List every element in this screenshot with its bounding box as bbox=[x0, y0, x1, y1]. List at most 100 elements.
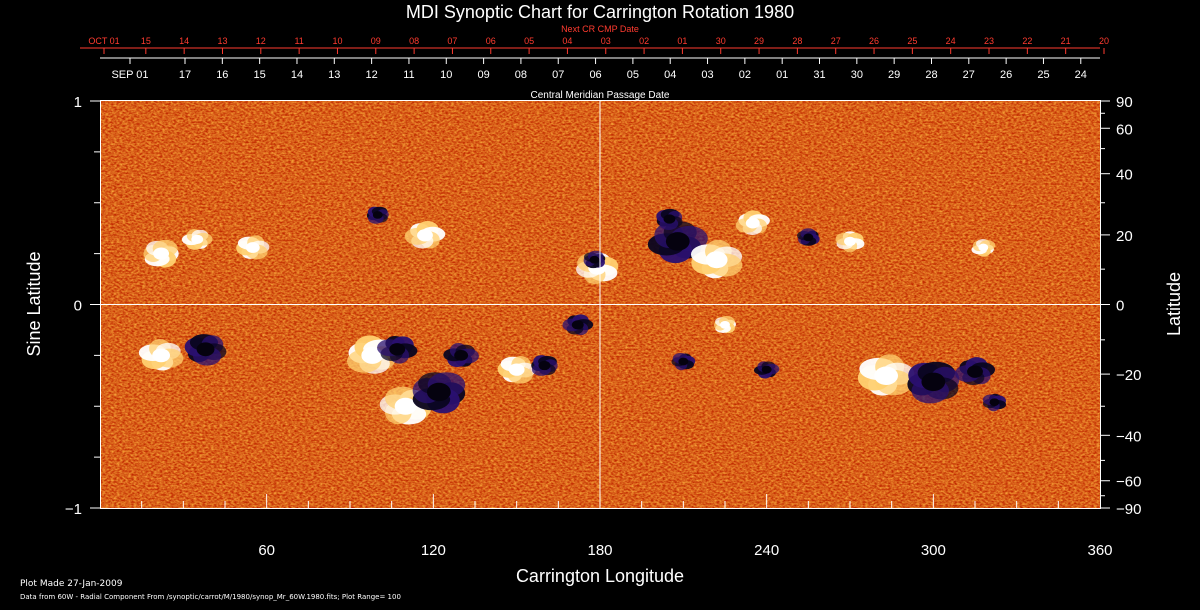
negative-region-3 bbox=[366, 206, 389, 224]
y-right-tick-label: −40 bbox=[1116, 428, 1141, 445]
plot-made-note: Plot Made 27-Jan-2009 bbox=[20, 579, 123, 589]
y-left-tick-label: −1 bbox=[65, 501, 82, 518]
positive-region-11 bbox=[835, 231, 865, 253]
negative-region-24 bbox=[671, 353, 696, 371]
y-left-tick-label: 1 bbox=[74, 94, 82, 111]
mid-axis-tick-label: 06 bbox=[589, 69, 601, 81]
top-axis-tick-label: 01 bbox=[677, 36, 687, 46]
mid-axis-tick-label: 10 bbox=[440, 69, 452, 81]
top-axis-tick-label: 07 bbox=[447, 36, 457, 46]
mid-axis-tick-label: 09 bbox=[477, 69, 489, 81]
positive-region-21 bbox=[497, 356, 536, 384]
positive-region-2 bbox=[236, 235, 270, 260]
mid-axis-tick-label: 03 bbox=[701, 69, 713, 81]
negative-region-22 bbox=[531, 355, 558, 376]
y-left-tick-label: 0 bbox=[74, 298, 82, 315]
mid-axis-tick-label: 12 bbox=[365, 69, 377, 81]
next-cr-cmp-date-axis: OCT 01 15 14 13 12 11 10 09 08 07 06 05 04 03 02 01 30 29… bbox=[80, 36, 1109, 54]
mid-axis-tick-label: 13 bbox=[328, 69, 340, 81]
mid-axis-tick-label: 29 bbox=[888, 69, 900, 81]
positive-region-13 bbox=[971, 239, 996, 257]
y-right-tick-label: −20 bbox=[1116, 367, 1141, 384]
top-axis-tick-label: 23 bbox=[984, 36, 994, 46]
x-tick-label: 240 bbox=[754, 542, 779, 559]
top-axis-tick-label: 09 bbox=[371, 36, 381, 46]
negative-region-17 bbox=[377, 335, 418, 364]
mid-axis-tick-label: 16 bbox=[216, 69, 228, 81]
top-axis-tick-label: 02 bbox=[639, 36, 649, 46]
positive-region-14 bbox=[138, 338, 184, 371]
mid-axis-tick-label: 01 bbox=[776, 69, 788, 81]
top-axis-tick-label: 11 bbox=[294, 36, 303, 46]
mid-axis-tick-label: 02 bbox=[739, 69, 751, 81]
positive-region-10 bbox=[735, 210, 770, 235]
mid-axis-tick-label: 28 bbox=[925, 69, 937, 81]
top-axis-tick-label: 30 bbox=[716, 36, 726, 46]
mid-axis-tick-label: 14 bbox=[291, 69, 303, 81]
y-right-tick-label: −90 bbox=[1116, 501, 1141, 518]
top-axis-tick-label: 26 bbox=[869, 36, 879, 46]
y-right-tick-label: 0 bbox=[1116, 298, 1124, 315]
chart-title: MDI Synoptic Chart for Carrington Rotati… bbox=[406, 2, 794, 22]
negative-region-19 bbox=[412, 372, 466, 414]
top-axis-tick-label: 22 bbox=[1022, 36, 1032, 46]
top-axis-tick-label: 29 bbox=[754, 36, 764, 46]
top-axis-tick-label: 24 bbox=[946, 36, 956, 46]
y-right-tick-label: −60 bbox=[1116, 474, 1141, 491]
top-axis-tick-label: 28 bbox=[792, 36, 802, 46]
negative-region-15 bbox=[184, 334, 227, 366]
cmp-date-axis: SEP 01 17 16 15 14 13 12 11 10 09 08 07 06 05 04 03 02 01… bbox=[100, 57, 1100, 81]
positive-region-0 bbox=[143, 239, 179, 268]
x-tick-label: 300 bbox=[921, 542, 946, 559]
negative-region-7 bbox=[647, 221, 708, 264]
negative-region-9 bbox=[656, 208, 683, 230]
mid-axis-tick-label: 27 bbox=[963, 69, 975, 81]
top-axis-tick-label: 27 bbox=[831, 36, 841, 46]
mid-axis-tick-label: 25 bbox=[1037, 69, 1049, 81]
top-axis-tick-label: 03 bbox=[601, 36, 611, 46]
mid-axis-tick-label: 30 bbox=[851, 69, 863, 81]
y-axis-left: 1 0 −1 bbox=[65, 94, 100, 518]
mid-axis-tick-label: 15 bbox=[254, 69, 266, 81]
mid-axis-label: Central Meridian Passage Date bbox=[531, 90, 670, 101]
top-axis-tick-label: 15 bbox=[141, 36, 151, 46]
mid-axis-tick-label: 05 bbox=[627, 69, 639, 81]
data-source-note: Data from 60W - Radial Component From /s… bbox=[20, 593, 401, 601]
top-axis-tick-label: 05 bbox=[524, 36, 534, 46]
top-axis-tick-label: 06 bbox=[486, 36, 496, 46]
top-axis-tick-label: 20 bbox=[1099, 36, 1109, 46]
mid-axis-tick-label: 26 bbox=[1000, 69, 1012, 81]
top-axis-tick-label: 08 bbox=[409, 36, 419, 46]
mid-axis-tick-label: 24 bbox=[1075, 69, 1087, 81]
top-axis-tick-label: 12 bbox=[256, 36, 266, 46]
y-axis-right: 90 60 40 20 0 −20 −40 −60 −90 bbox=[1100, 94, 1141, 518]
mid-axis-tick-label: 04 bbox=[664, 69, 676, 81]
top-axis-label: Next CR CMP Date bbox=[561, 24, 639, 34]
mid-axis-tick-label: 31 bbox=[813, 69, 825, 81]
x-axis-title: Carrington Longitude bbox=[516, 566, 684, 586]
x-tick-label: 120 bbox=[421, 542, 446, 559]
y-axis-title-right: Latitude bbox=[1164, 272, 1184, 336]
top-axis-tick-label: 04 bbox=[562, 36, 572, 46]
mid-axis-tick-label: 17 bbox=[179, 69, 191, 81]
y-right-tick-label: 60 bbox=[1116, 121, 1133, 138]
negative-region-12 bbox=[797, 228, 820, 246]
top-axis-tick-label: 13 bbox=[217, 36, 227, 46]
negative-region-20 bbox=[443, 343, 479, 368]
mid-axis-tick-label: 08 bbox=[515, 69, 527, 81]
positive-region-27 bbox=[857, 354, 915, 396]
top-axis-tick-label: 14 bbox=[179, 36, 189, 46]
negative-region-23 bbox=[562, 314, 594, 336]
mid-axis-tick-label: 11 bbox=[403, 69, 414, 81]
positive-region-25 bbox=[714, 316, 736, 334]
positive-region-8 bbox=[690, 239, 743, 279]
x-tick-label: 60 bbox=[258, 542, 275, 559]
top-axis-tick-label: 21 bbox=[1061, 36, 1071, 46]
x-tick-label: 180 bbox=[587, 542, 612, 559]
positive-region-4 bbox=[404, 221, 446, 249]
mid-axis-tick-label: 07 bbox=[552, 69, 564, 81]
negative-region-6 bbox=[583, 250, 606, 269]
top-axis-tick-label: 10 bbox=[332, 36, 342, 46]
x-tick-label: 360 bbox=[1087, 542, 1112, 559]
